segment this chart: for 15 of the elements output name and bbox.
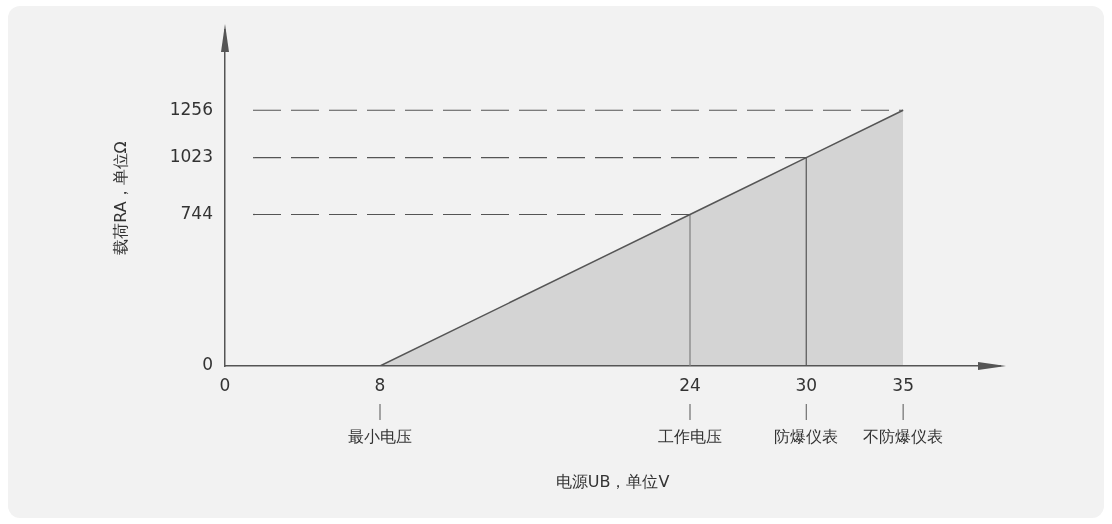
y-tick-label: 1256 <box>169 98 213 119</box>
x-tick-label: 35 <box>892 374 914 395</box>
x-tick-label: 24 <box>679 374 701 395</box>
y-tick-label: 0 <box>202 354 213 375</box>
text: 工作电压 <box>658 427 722 447</box>
text: 防爆仪表 <box>774 427 839 447</box>
y-tick-label: 1023 <box>169 146 213 167</box>
x-tick-label: 0 <box>219 374 231 395</box>
x-tick-label: 30 <box>795 374 818 395</box>
y-axis-title: 载荷RA，单位Ω <box>110 141 130 255</box>
x-tick-label: 8 <box>374 374 386 395</box>
text: 最小电压 <box>348 427 412 447</box>
text: 不防爆仪表 <box>863 427 944 447</box>
x-axis-title: 电源UB，单位V <box>555 471 670 491</box>
y-tick-label: 744 <box>180 202 213 223</box>
